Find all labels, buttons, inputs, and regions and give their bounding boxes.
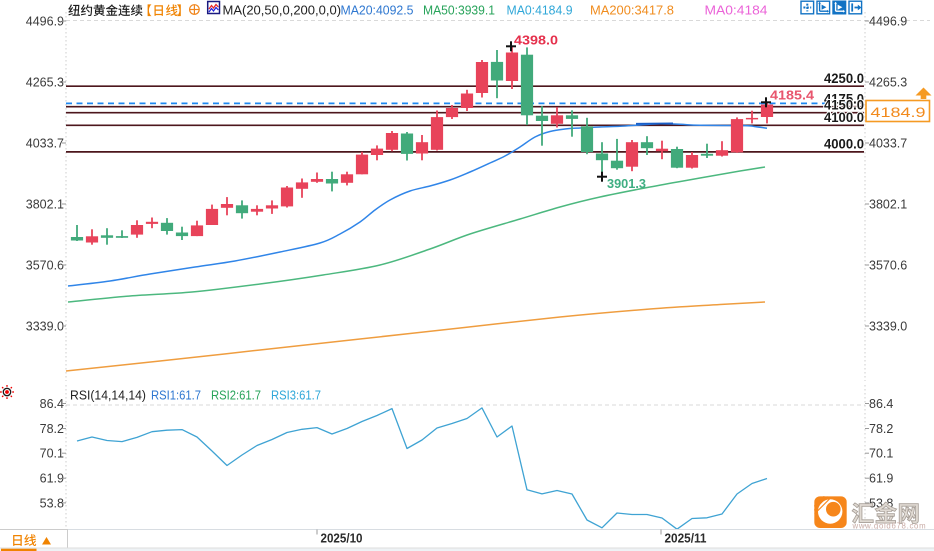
svg-text:3339.0: 3339.0 xyxy=(26,320,64,334)
svg-text:3570.6: 3570.6 xyxy=(26,259,64,273)
svg-text:4033.7: 4033.7 xyxy=(26,137,64,151)
svg-text:4100.0: 4100.0 xyxy=(824,110,864,125)
svg-text:4496.9: 4496.9 xyxy=(869,15,907,29)
svg-text:MA20:4092.5: MA20:4092.5 xyxy=(341,3,414,18)
svg-text:MA0:4184.9: MA0:4184.9 xyxy=(507,3,573,18)
svg-text:2025/10: 2025/10 xyxy=(321,531,363,546)
svg-text:4150.0: 4150.0 xyxy=(824,98,864,113)
svg-text:78.2: 78.2 xyxy=(40,422,64,436)
svg-text:70.1: 70.1 xyxy=(40,447,64,461)
svg-text:4184.9: 4184.9 xyxy=(871,104,926,120)
svg-text:www.gold678.com: www.gold678.com xyxy=(852,521,927,530)
svg-text:3339.0: 3339.0 xyxy=(869,320,907,334)
svg-text:RSI(14,14,14): RSI(14,14,14) xyxy=(70,388,146,403)
svg-text:4250.0: 4250.0 xyxy=(824,71,864,86)
svg-text:78.2: 78.2 xyxy=(869,422,893,436)
svg-text:53.8: 53.8 xyxy=(40,496,64,510)
svg-text:RSI2:61.7: RSI2:61.7 xyxy=(211,388,261,403)
svg-text:86.4: 86.4 xyxy=(40,397,64,411)
svg-text:4185.4: 4185.4 xyxy=(770,89,814,103)
svg-text:MA50:3939.1: MA50:3939.1 xyxy=(423,3,495,18)
svg-text:4496.9: 4496.9 xyxy=(26,15,64,29)
svg-text:4175.0: 4175.0 xyxy=(824,92,864,107)
svg-text:RSI3:61.7: RSI3:61.7 xyxy=(271,388,321,403)
svg-text:MA0:4184: MA0:4184 xyxy=(705,3,768,18)
svg-text:2025/11: 2025/11 xyxy=(665,531,707,546)
svg-text:4265.3: 4265.3 xyxy=(26,76,64,90)
svg-text:61.9: 61.9 xyxy=(40,472,64,486)
svg-text:MA(20,50,0,200,0,0): MA(20,50,0,200,0,0) xyxy=(223,3,342,18)
svg-text:86.4: 86.4 xyxy=(869,397,893,411)
svg-text:70.1: 70.1 xyxy=(869,447,893,461)
svg-text:61.9: 61.9 xyxy=(869,472,893,486)
svg-text:4000.0: 4000.0 xyxy=(824,137,864,152)
svg-text:4398.0: 4398.0 xyxy=(514,34,558,48)
svg-text:3802.1: 3802.1 xyxy=(26,198,64,212)
svg-text:3901.3: 3901.3 xyxy=(607,177,646,191)
svg-text:3570.6: 3570.6 xyxy=(869,259,907,273)
svg-text:4265.3: 4265.3 xyxy=(869,76,907,90)
svg-text:RSI1:61.7: RSI1:61.7 xyxy=(151,388,201,403)
svg-text:4033.7: 4033.7 xyxy=(869,137,907,151)
svg-text:3802.1: 3802.1 xyxy=(869,198,907,212)
svg-text:MA200:3417.8: MA200:3417.8 xyxy=(590,3,674,18)
